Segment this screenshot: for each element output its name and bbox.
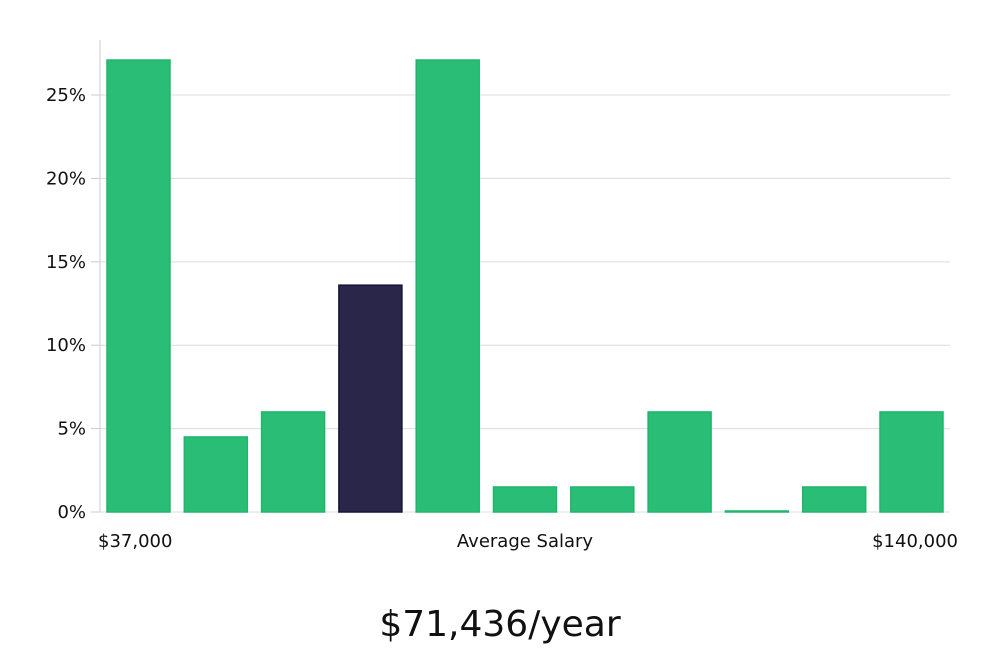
- bar: [801, 486, 867, 513]
- y-tick-label: 5%: [57, 419, 86, 440]
- bar: [106, 59, 171, 513]
- salary-histogram: 0% 5% 10% 15% 20% 25% $37,000 Average Salary …: [46, 40, 958, 552]
- x-max-label: $140,000: [872, 531, 958, 552]
- y-tick-label: 15%: [46, 252, 86, 273]
- bars: [106, 59, 944, 513]
- y-tick-labels: 0% 5% 10% 15% 20% 25%: [46, 85, 86, 523]
- bar: [183, 436, 249, 513]
- bar: [570, 486, 635, 513]
- bar: [647, 411, 712, 513]
- y-tick-label: 0%: [57, 502, 86, 523]
- grid-lines: [100, 94, 950, 430]
- bar-highlighted: [338, 284, 403, 513]
- bar: [260, 411, 326, 513]
- x-min-label: $37,000: [98, 531, 172, 552]
- bar: [415, 59, 480, 513]
- bar: [879, 411, 944, 513]
- y-tick-label: 10%: [46, 335, 86, 356]
- y-tick-label: 20%: [46, 168, 86, 189]
- bar: [724, 510, 790, 513]
- x-axis-labels: $37,000 Average Salary $140,000: [98, 531, 958, 552]
- y-tick-label: 25%: [46, 85, 86, 106]
- x-axis-title: Average Salary: [457, 531, 594, 552]
- bar: [492, 486, 558, 513]
- average-salary-value: $71,436/year: [379, 604, 621, 645]
